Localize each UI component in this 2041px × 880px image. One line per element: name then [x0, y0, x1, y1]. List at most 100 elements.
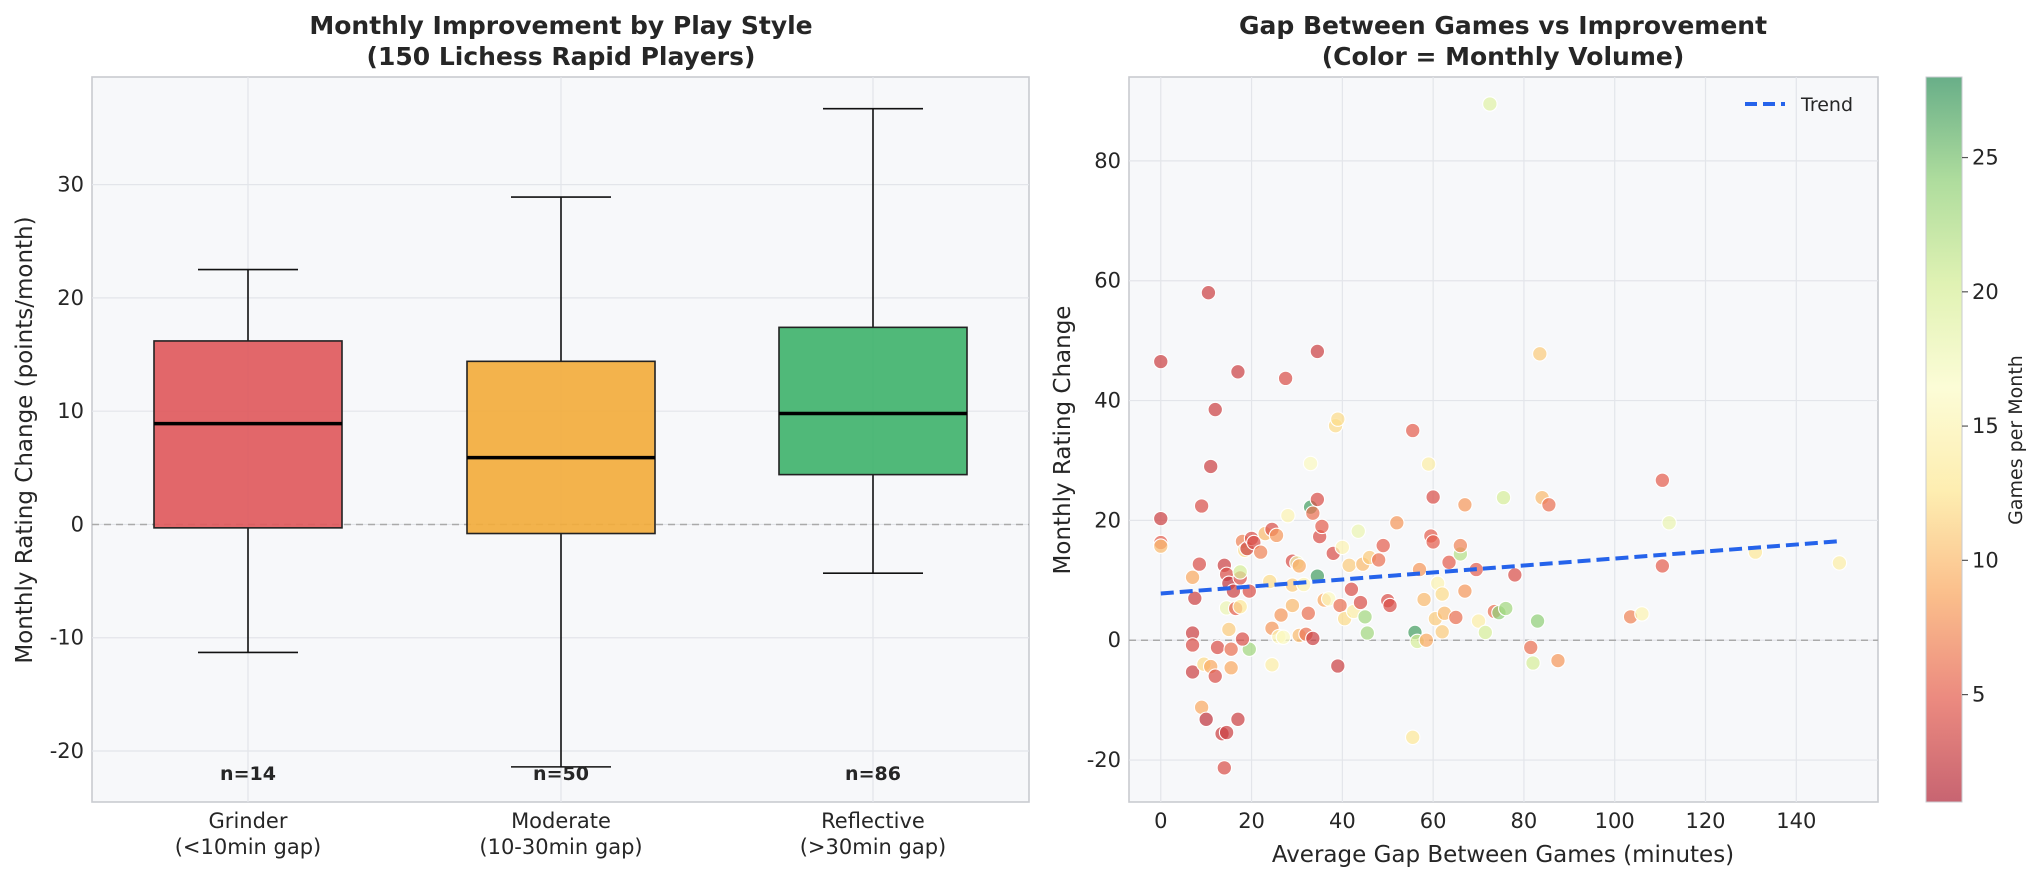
scatter-point	[1661, 515, 1677, 531]
scatter-point	[1300, 605, 1317, 622]
scatter-point	[1477, 624, 1494, 641]
box-body	[778, 326, 968, 476]
scatter-point	[1425, 534, 1441, 550]
colorbar-tick-label: 10	[1972, 548, 1999, 572]
scatter-point	[1193, 498, 1210, 514]
scatter-point	[1232, 564, 1248, 580]
scatter-point	[1309, 491, 1326, 508]
box-2: n=86	[778, 107, 968, 785]
right-y-tick-label: 60	[1094, 269, 1121, 293]
category-label: Reflective	[821, 809, 925, 833]
scatter-point	[1498, 600, 1514, 617]
scatter-point	[1425, 489, 1441, 505]
scatter-point	[1191, 556, 1208, 572]
scatter-point	[1541, 497, 1557, 513]
scatter-point	[1375, 537, 1391, 554]
legend-trend-label: Trend	[1800, 94, 1853, 116]
right-x-axis-label: Average Gap Between Games (minutes)	[1272, 842, 1734, 868]
scatter-point	[1230, 711, 1246, 728]
right-tick-labels: -20 0 20 40 60 80 0 20 40 60 80 100 120 140	[1087, 149, 1817, 833]
scatter-point	[1448, 609, 1464, 626]
scatter-point	[1273, 607, 1289, 623]
boxplot-panel: Monthly Improvement by Play Style (150 L…	[12, 11, 1030, 859]
colorbar-tick-label: 25	[1972, 146, 1999, 170]
left-y-axis-label: Monthly Rating Change (points/month)	[12, 216, 38, 663]
scatter-point	[1320, 591, 1337, 607]
right-gridlines	[1129, 77, 1878, 802]
scatter-point	[1232, 598, 1248, 615]
right-plot-area	[1128, 76, 1879, 803]
scatter-point	[1525, 655, 1541, 671]
box-1: n=50	[466, 196, 656, 785]
category-label: (10-30min gap)	[479, 835, 642, 859]
colorbar-tick-label: 5	[1972, 683, 1985, 707]
right-y-tick-label: 40	[1094, 389, 1121, 413]
scatter-point	[1280, 507, 1296, 524]
scatter-point	[1184, 569, 1201, 586]
scatter-point	[1831, 555, 1848, 571]
left-y-tick-label: 0	[71, 512, 84, 536]
scatter-point	[1223, 660, 1239, 676]
scatter-point	[1277, 370, 1294, 387]
scatter-point	[1330, 411, 1346, 427]
scatter-point	[1420, 456, 1437, 472]
left-y-tick-label: -10	[50, 626, 84, 650]
right-y-tick-label: 20	[1094, 508, 1121, 532]
scatter-point	[1305, 630, 1321, 647]
scatter-point	[1223, 641, 1239, 657]
scatter-point	[1418, 632, 1435, 648]
box-0: n=14	[153, 268, 343, 785]
scatter-point	[1404, 422, 1421, 439]
left-y-tick-label: 30	[57, 173, 84, 197]
scatter-point	[1343, 581, 1360, 598]
right-x-tick-label: 40	[1329, 809, 1356, 833]
scatter-point	[1207, 401, 1223, 418]
scatter-point	[1350, 523, 1366, 539]
legend: Trend	[1745, 94, 1853, 116]
left-boxes: n=14 n=50 n=86	[153, 107, 968, 785]
colorbar-label: Games per Month	[2005, 355, 2027, 525]
scatter-point	[1404, 729, 1421, 746]
box-body	[466, 360, 656, 535]
scatter-point	[1153, 510, 1169, 527]
scatter-panel: Gap Between Games vs Improvement (Color …	[1050, 11, 2027, 868]
scatter-point	[1184, 637, 1201, 653]
scatter-point	[1434, 586, 1450, 602]
scatter-point	[1275, 629, 1292, 645]
right-chart-subtitle: (Color = Monthly Volume)	[1322, 42, 1685, 71]
right-x-tick-label: 0	[1154, 809, 1167, 833]
scatter-point	[1529, 613, 1546, 629]
scatter-point	[1495, 489, 1512, 506]
scatter-point	[1522, 639, 1539, 656]
scatter-point	[1291, 558, 1307, 574]
scatter-point	[1153, 353, 1169, 370]
scatter-point	[1634, 606, 1650, 622]
category-label: Grinder	[209, 809, 288, 833]
scatter-point	[1359, 625, 1376, 641]
scatter-point	[1382, 597, 1398, 614]
scatter-point	[1452, 537, 1469, 554]
scatter-point	[1230, 364, 1246, 380]
scatter-point	[1216, 760, 1233, 776]
right-y-tick-label: 0	[1108, 628, 1121, 652]
box-body	[153, 340, 343, 529]
scatter-point	[1184, 664, 1201, 680]
scatter-point	[1207, 668, 1223, 684]
sample-size-label: n=86	[845, 763, 901, 785]
category-label: (<10min gap)	[175, 835, 322, 859]
scatter-point	[1264, 657, 1280, 673]
sample-size-label: n=50	[533, 763, 589, 785]
scatter-point	[1187, 590, 1203, 607]
category-label: (>30min gap)	[800, 835, 947, 859]
right-x-tick-label: 120	[1685, 809, 1725, 833]
scatter-point	[1370, 552, 1387, 568]
right-x-tick-label: 20	[1238, 809, 1265, 833]
scatter-point	[1357, 609, 1373, 625]
scatter-point	[1305, 505, 1321, 521]
scatter-point	[1334, 539, 1351, 556]
category-label: Moderate	[511, 809, 611, 833]
scatter-point	[1654, 472, 1671, 488]
left-y-tick-label: 20	[57, 286, 84, 310]
scatter-point	[1314, 518, 1330, 535]
